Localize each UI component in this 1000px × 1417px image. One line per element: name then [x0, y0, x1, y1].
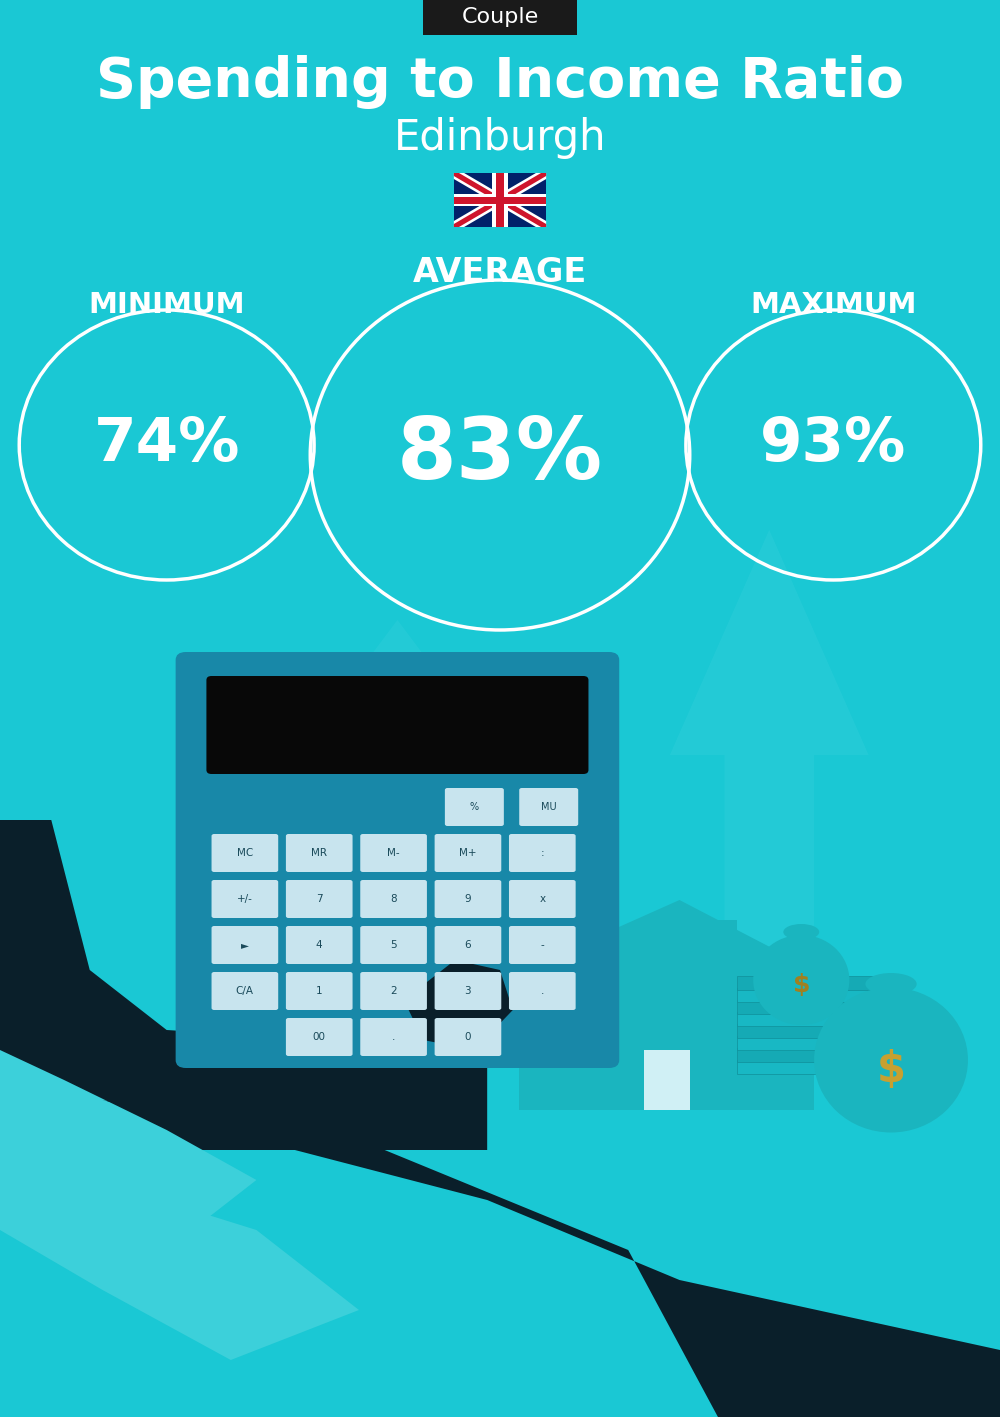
Text: 7: 7 — [316, 894, 323, 904]
Text: M-: M- — [387, 847, 400, 859]
Polygon shape — [670, 530, 869, 1030]
Polygon shape — [404, 959, 513, 1050]
Text: +/-: +/- — [237, 894, 253, 904]
FancyBboxPatch shape — [435, 1017, 501, 1056]
Bar — [454, 194, 546, 205]
Bar — [644, 1050, 690, 1110]
FancyBboxPatch shape — [435, 925, 501, 964]
Bar — [519, 981, 814, 1110]
Bar — [496, 173, 504, 227]
Polygon shape — [0, 1151, 359, 1360]
Bar — [705, 920, 737, 975]
Polygon shape — [454, 173, 546, 227]
Polygon shape — [103, 1100, 1000, 1417]
Text: -: - — [540, 939, 544, 949]
Text: .: . — [541, 986, 544, 996]
FancyBboxPatch shape — [360, 880, 427, 918]
Text: MU: MU — [541, 802, 557, 812]
FancyBboxPatch shape — [176, 652, 619, 1068]
Text: C/A: C/A — [236, 986, 254, 996]
Text: MR: MR — [311, 847, 327, 859]
FancyBboxPatch shape — [435, 835, 501, 871]
Text: 5: 5 — [390, 939, 397, 949]
FancyBboxPatch shape — [286, 1017, 353, 1056]
Bar — [737, 1060, 878, 1074]
Bar — [737, 988, 878, 1002]
Bar — [737, 1024, 878, 1039]
Text: MC: MC — [237, 847, 253, 859]
FancyBboxPatch shape — [360, 972, 427, 1010]
FancyBboxPatch shape — [286, 972, 353, 1010]
FancyBboxPatch shape — [435, 972, 501, 1010]
Ellipse shape — [753, 935, 849, 1024]
Text: 93%: 93% — [760, 415, 907, 475]
Text: ►: ► — [241, 939, 249, 949]
Text: $: $ — [877, 1049, 906, 1091]
Bar — [737, 1012, 878, 1026]
FancyBboxPatch shape — [509, 835, 576, 871]
Ellipse shape — [783, 924, 819, 939]
FancyBboxPatch shape — [360, 1017, 427, 1056]
Text: 00: 00 — [313, 1032, 326, 1041]
Text: :: : — [540, 847, 544, 859]
FancyBboxPatch shape — [360, 835, 427, 871]
FancyBboxPatch shape — [212, 972, 278, 1010]
Text: 4: 4 — [316, 939, 323, 949]
Text: .: . — [392, 1032, 395, 1041]
Text: 2: 2 — [390, 986, 397, 996]
Text: 9: 9 — [465, 894, 471, 904]
Text: 83%: 83% — [397, 414, 603, 496]
Bar — [737, 1036, 878, 1050]
Text: Spending to Income Ratio: Spending to Income Ratio — [96, 55, 904, 109]
FancyBboxPatch shape — [509, 972, 576, 1010]
Ellipse shape — [814, 988, 968, 1132]
FancyBboxPatch shape — [212, 880, 278, 918]
FancyBboxPatch shape — [286, 880, 353, 918]
FancyBboxPatch shape — [212, 835, 278, 871]
FancyBboxPatch shape — [286, 925, 353, 964]
Text: M+: M+ — [459, 847, 477, 859]
FancyBboxPatch shape — [435, 880, 501, 918]
FancyBboxPatch shape — [206, 676, 588, 774]
Bar — [737, 1000, 878, 1015]
Ellipse shape — [865, 973, 917, 995]
Bar — [454, 173, 546, 227]
FancyBboxPatch shape — [360, 925, 427, 964]
Text: 74%: 74% — [93, 415, 240, 475]
Polygon shape — [0, 820, 487, 1151]
Bar — [737, 1049, 878, 1061]
Polygon shape — [454, 173, 546, 227]
Text: AVERAGE: AVERAGE — [413, 255, 587, 289]
Bar — [454, 197, 546, 204]
Text: 0: 0 — [465, 1032, 471, 1041]
Text: %: % — [470, 802, 479, 812]
Text: $: $ — [793, 973, 810, 998]
Polygon shape — [500, 900, 833, 981]
FancyBboxPatch shape — [445, 788, 504, 826]
FancyBboxPatch shape — [509, 925, 576, 964]
FancyBboxPatch shape — [519, 788, 578, 826]
Text: MAXIMUM: MAXIMUM — [750, 290, 917, 319]
Text: 3: 3 — [465, 986, 471, 996]
Text: 8: 8 — [390, 894, 397, 904]
Polygon shape — [269, 621, 526, 1000]
FancyBboxPatch shape — [423, 0, 577, 35]
Polygon shape — [454, 173, 546, 227]
Text: Couple: Couple — [461, 7, 539, 27]
Polygon shape — [454, 173, 546, 227]
Bar — [492, 173, 508, 227]
Text: x: x — [539, 894, 545, 904]
FancyBboxPatch shape — [509, 880, 576, 918]
Text: 6: 6 — [465, 939, 471, 949]
FancyBboxPatch shape — [286, 835, 353, 871]
FancyBboxPatch shape — [212, 925, 278, 964]
Text: MINIMUM: MINIMUM — [88, 290, 245, 319]
Bar — [737, 976, 878, 990]
Polygon shape — [0, 1050, 256, 1250]
Text: 1: 1 — [316, 986, 323, 996]
Text: Edinburgh: Edinburgh — [394, 118, 606, 159]
